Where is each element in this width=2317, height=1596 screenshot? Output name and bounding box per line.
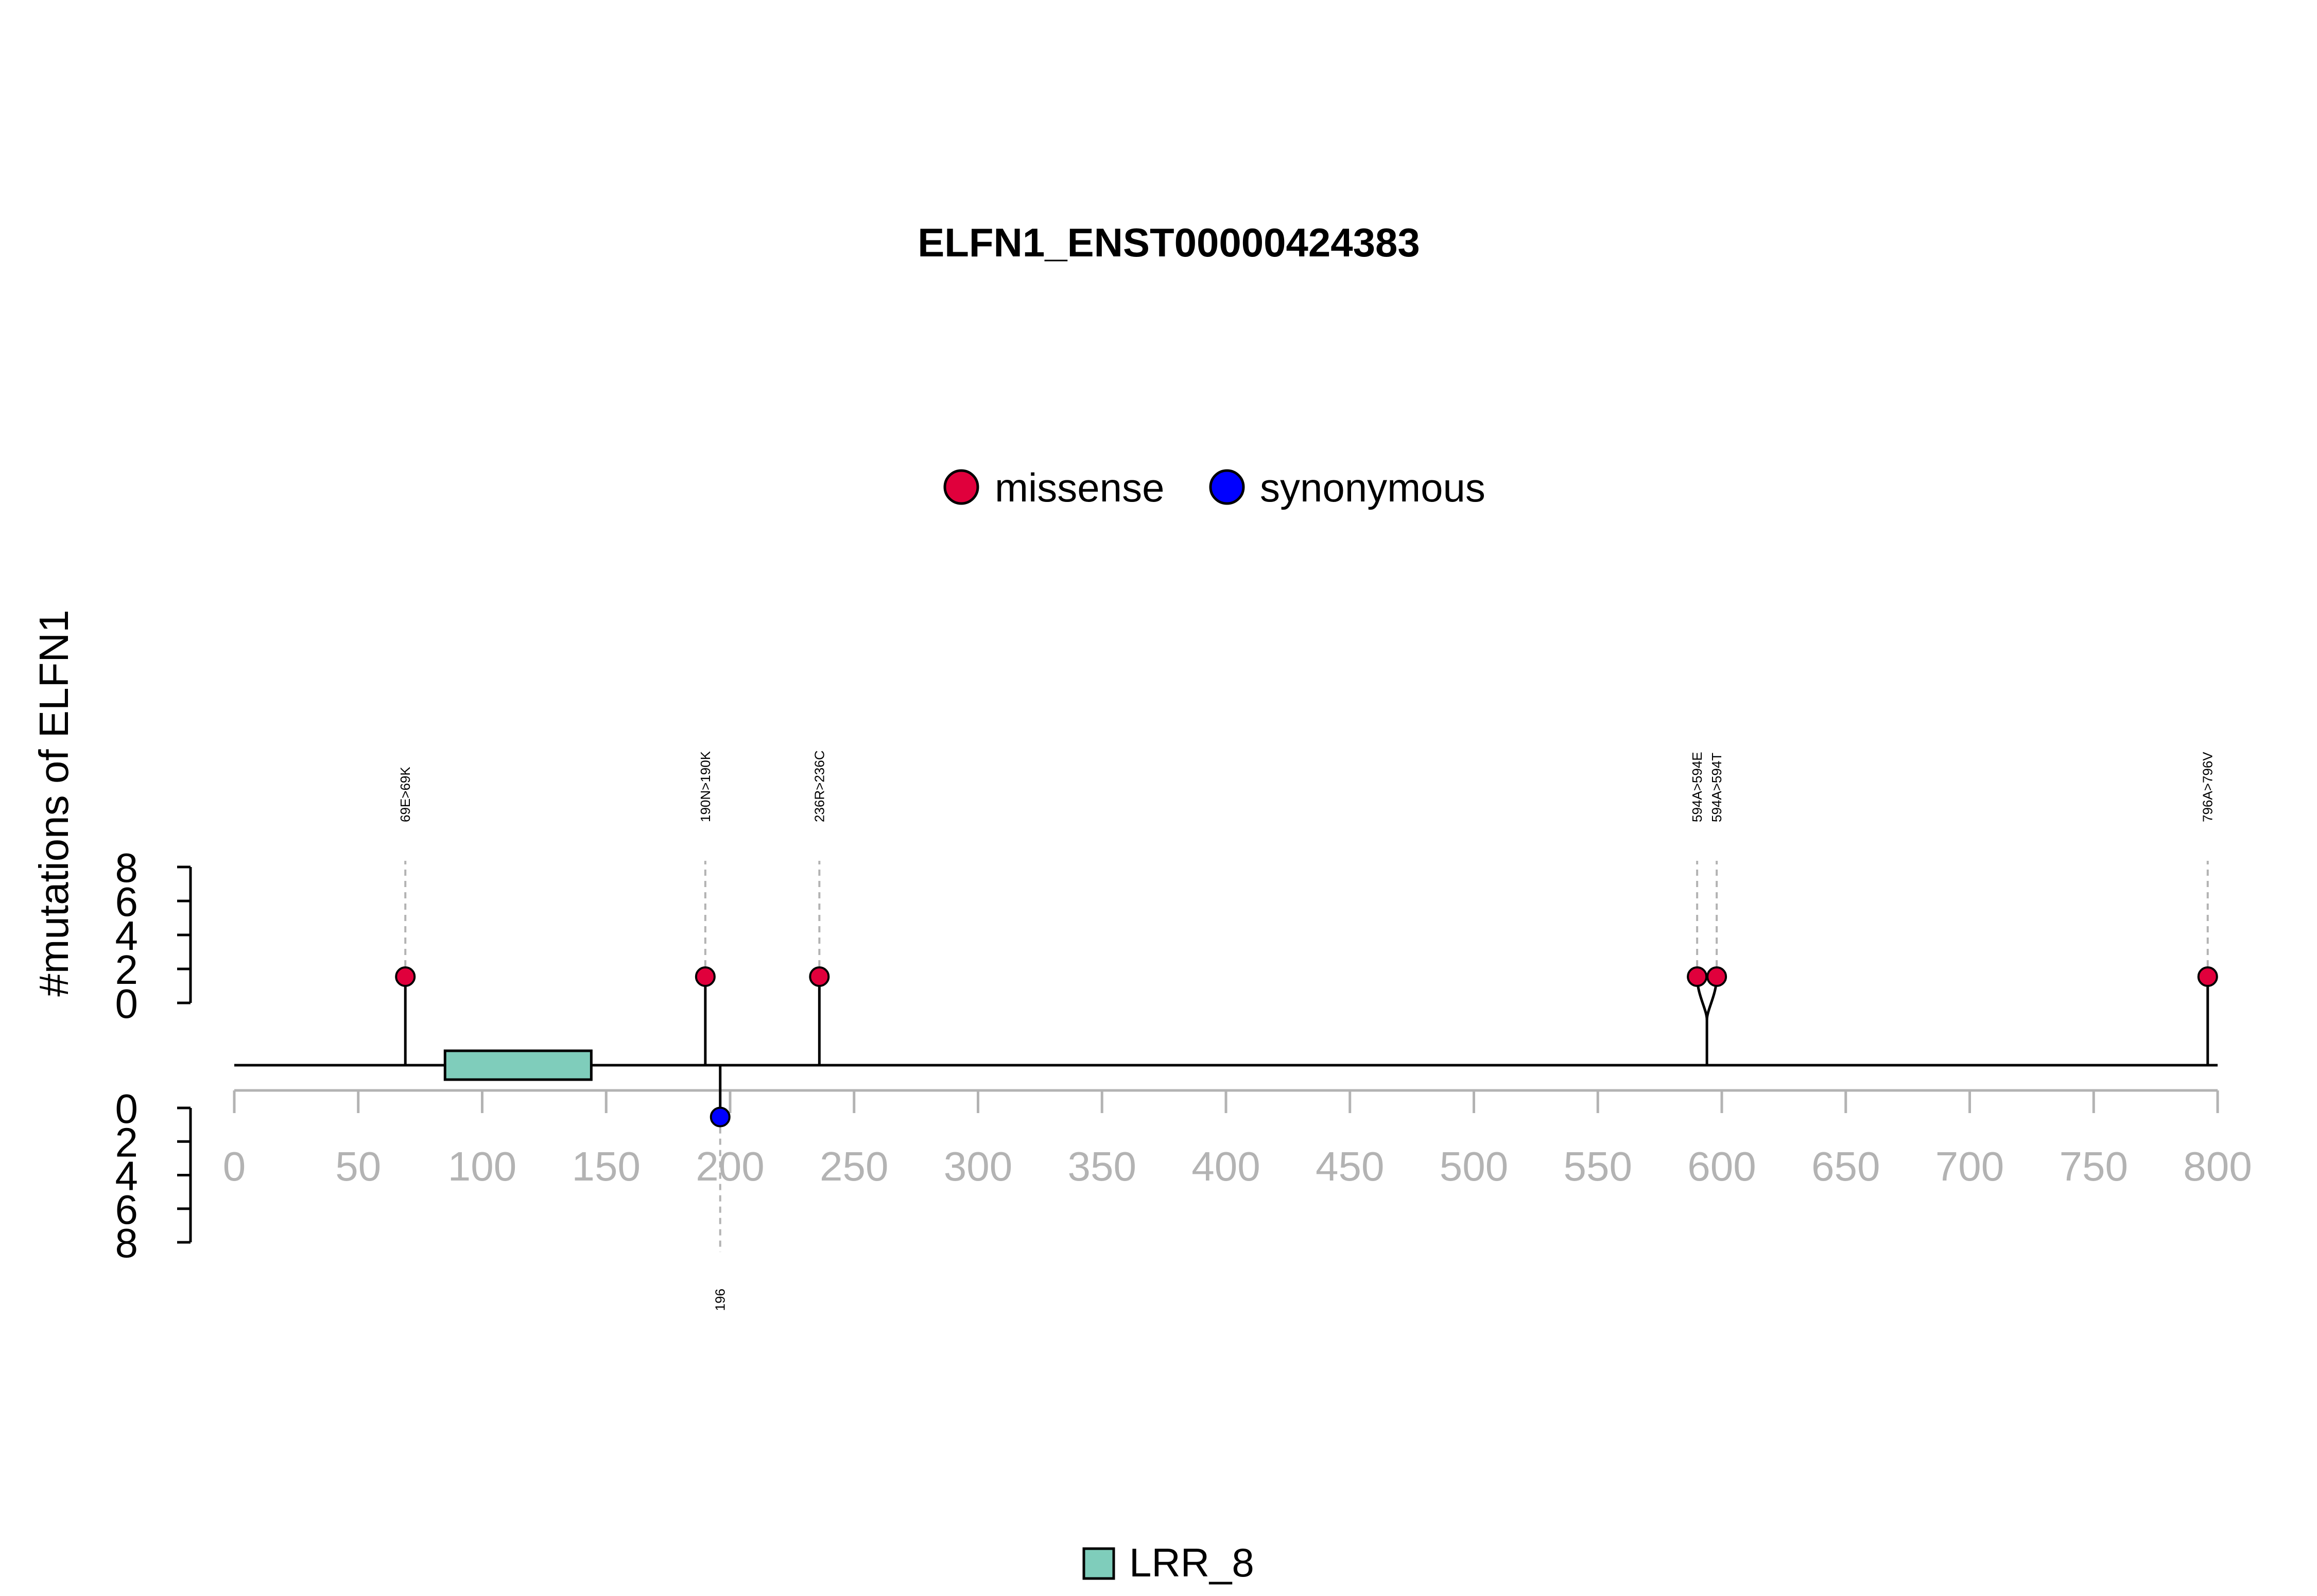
domain-legend: LRR_8: [1082, 1540, 1254, 1585]
lower-y-tick-label-6: 6: [115, 1187, 139, 1233]
domain-lrr-8: [443, 1049, 593, 1081]
lower-y-tick-label-4: 4: [115, 1153, 139, 1199]
x-tick-label-500: 500: [1440, 1143, 1508, 1189]
legend-label-missense: missense: [995, 465, 1164, 510]
x-tick-label-200: 200: [696, 1143, 764, 1189]
x-tick-label-600: 600: [1687, 1143, 1756, 1189]
x-tick-label-300: 300: [944, 1143, 1012, 1189]
mutation-point-594a-594t: [1706, 966, 1727, 987]
y-axis-label: #mutations of ELFN1: [31, 610, 77, 996]
x-tick-label-450: 450: [1316, 1143, 1384, 1189]
mutation-stems: [404, 861, 2209, 1252]
lower-y-tick-label-8: 8: [115, 1220, 139, 1266]
upper-y-tick-label-2: 2: [115, 947, 139, 993]
mutation-points: [395, 966, 2218, 1127]
mutation-label-69e-69k: 69E>69K: [397, 767, 413, 822]
mutation-label-594a-594t: 594A>594T: [1709, 753, 1724, 822]
x-tick-label-400: 400: [1191, 1143, 1260, 1189]
x-tick-label-0: 0: [223, 1143, 246, 1189]
x-tick-label-750: 750: [2060, 1143, 2128, 1189]
mutation-label-236r-236c: 236R>236C: [811, 751, 827, 823]
protein-domains: [443, 1049, 593, 1081]
mutation-point-190n-190k: [695, 966, 716, 987]
mutation-point-236r-236c: [809, 966, 830, 987]
mutation-point-196: [710, 1106, 731, 1127]
chart-title: ELFN1_ENST00000424383: [918, 220, 1420, 265]
legend-marker-synonymous: [1209, 469, 1245, 505]
mutation-labels: 69E>69K 190N>190K 236R>236C 594A>594E 594A>5…: [397, 751, 2216, 1311]
lower-y-tick-label-2: 2: [115, 1119, 139, 1165]
lower-y-tick-label-0: 0: [115, 1086, 139, 1132]
mutation-point-69e-69k: [395, 966, 416, 987]
x-tick-label-100: 100: [448, 1143, 516, 1189]
legend-label-lrr-8: LRR_8: [1129, 1540, 1254, 1585]
x-tick-label-150: 150: [572, 1143, 641, 1189]
mutation-label-594a-594e: 594A>594E: [1689, 752, 1705, 822]
x-tick-label-50: 50: [335, 1143, 381, 1189]
legend-marker-lrr-8: [1082, 1547, 1115, 1580]
x-tick-label-700: 700: [1935, 1143, 2004, 1189]
type-legend: missense synonymous: [943, 465, 1485, 510]
x-tick-label-250: 250: [820, 1143, 888, 1189]
x-tick-label-550: 550: [1564, 1143, 1632, 1189]
x-axis: 0 50 100 150 200 250 300 350 400 450 500 550 600 650 7…: [223, 1089, 2252, 1189]
mutation-label-796a-796v: 796A>796V: [2200, 752, 2216, 822]
legend-label-synonymous: synonymous: [1260, 465, 1485, 510]
upper-y-tick-label-8: 8: [115, 845, 139, 891]
mutation-label-190n-190k: 190N>190K: [698, 751, 713, 822]
mutation-point-594a-594e: [1687, 966, 1708, 987]
upper-y-tick-label-6: 6: [115, 879, 139, 925]
upper-y-tick-label-4: 4: [115, 913, 139, 959]
legend-marker-missense: [943, 469, 979, 505]
x-tick-label-350: 350: [1068, 1143, 1136, 1189]
x-tick-label-650: 650: [1811, 1143, 1880, 1189]
mutation-label-196: 196: [713, 1289, 728, 1311]
x-tick-label-800: 800: [2183, 1143, 2252, 1189]
mutation-point-796a-796v: [2197, 966, 2218, 987]
upper-y-tick-label-0: 0: [115, 981, 139, 1027]
